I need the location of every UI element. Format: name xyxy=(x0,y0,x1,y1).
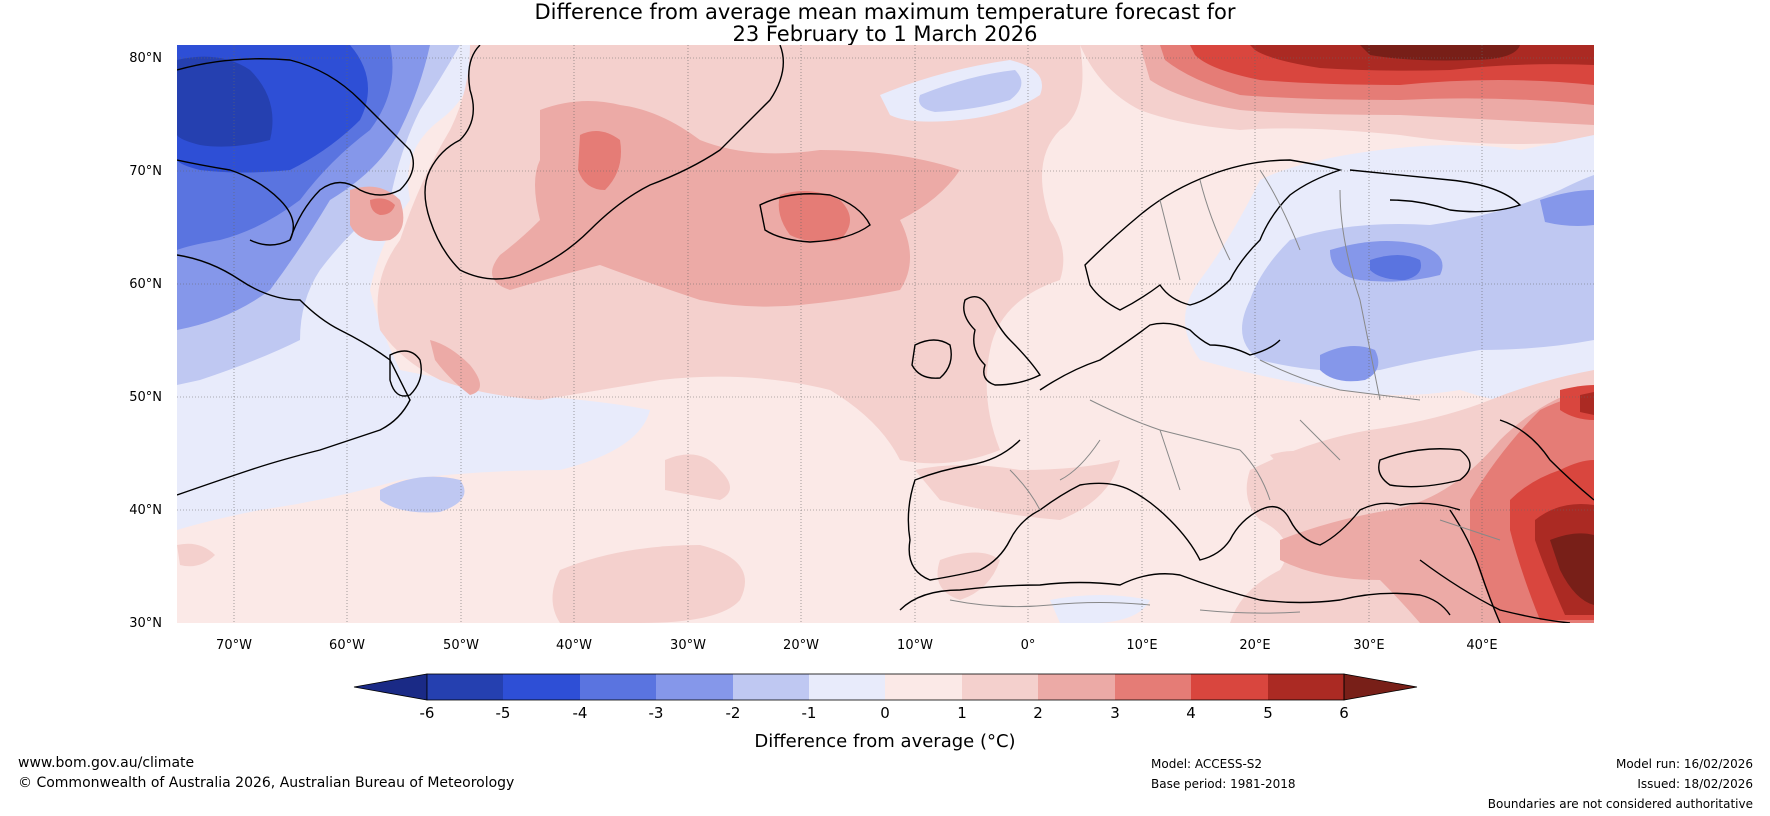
colorbar-segment xyxy=(1191,674,1268,700)
greenland-coast xyxy=(424,45,784,280)
colorbar: -6 -5 -4 -3 -2 -1 0 1 2 3 4 5 6 Differen… xyxy=(353,673,1418,752)
longitude-labels: 70°W 60°W 50°W 40°W 30°W 20°W 10°W 0° 10… xyxy=(216,638,1498,653)
boundaries-disclaimer: Boundaries are not considered authoritat… xyxy=(1487,797,1753,811)
colorbar-tick: 2 xyxy=(1033,704,1043,722)
colorbar-segment xyxy=(1115,674,1191,700)
colorbar-tick: -4 xyxy=(573,704,588,722)
africa-coast xyxy=(899,573,1451,616)
colorbar-tick: -1 xyxy=(802,704,817,722)
lat-label-80: 80°N xyxy=(129,51,162,66)
lon-label-10e: 10°E xyxy=(1126,638,1157,653)
lon-label-20w: 20°W xyxy=(783,638,819,653)
base-period: Base period: 1981-2018 xyxy=(1151,777,1296,791)
copyright-text: © Commonwealth of Australia 2026, Austra… xyxy=(18,775,515,791)
coastlines xyxy=(177,45,1594,623)
graticule xyxy=(177,45,1594,623)
lon-label-20e: 20°E xyxy=(1239,638,1270,653)
lon-label-30e: 30°E xyxy=(1353,638,1384,653)
lat-label-40: 40°N xyxy=(129,503,162,518)
colorbar-segment xyxy=(1038,674,1115,700)
website-url[interactable]: www.bom.gov.au/climate xyxy=(18,755,195,771)
lat-label-60: 60°N xyxy=(129,277,162,292)
lat-label-70: 70°N xyxy=(129,164,162,179)
kola-coast xyxy=(1349,169,1522,213)
lon-label-60w: 60°W xyxy=(329,638,365,653)
lon-label-40e: 40°E xyxy=(1466,638,1497,653)
colorbar-tick: 1 xyxy=(957,704,967,722)
colorbar-segment xyxy=(427,674,503,700)
colorbar-ticks: -6 -5 -4 -3 -2 -1 0 1 2 3 4 5 6 xyxy=(420,704,1349,722)
black-sea-coast xyxy=(1378,448,1471,488)
colorbar-tick: 0 xyxy=(880,704,890,722)
model-run-date: Model run: 16/02/2026 xyxy=(1615,757,1753,771)
colorbar-segment xyxy=(656,674,733,700)
baffin-coast xyxy=(177,58,414,241)
colorbar-tick: -6 xyxy=(420,704,435,722)
iceland-coast xyxy=(759,193,871,243)
colorbar-tick: -5 xyxy=(496,704,511,722)
colorbar-segment xyxy=(503,674,580,700)
labrador-coast xyxy=(177,254,411,496)
mediterranean-north xyxy=(1039,482,1461,561)
lon-label-30w: 30°W xyxy=(670,638,706,653)
ireland-coast xyxy=(911,339,952,379)
model-name: Model: ACCESS-S2 xyxy=(1151,757,1263,771)
colorbar-tick: 3 xyxy=(1110,704,1120,722)
britain-coast xyxy=(963,296,1042,386)
map-title-line-1: Difference from average mean maximum tem… xyxy=(534,0,1236,24)
country-borders xyxy=(949,169,1501,614)
colorbar-tick: -3 xyxy=(649,704,664,722)
colorbar-segment xyxy=(962,674,1038,700)
lon-label-40w: 40°W xyxy=(556,638,592,653)
europe-coast xyxy=(1039,322,1281,391)
lon-label-10w: 10°W xyxy=(897,638,933,653)
colorbar-segment xyxy=(1268,674,1344,700)
latitude-labels: 80°N 70°N 60°N 50°N 40°N 30°N xyxy=(129,51,162,631)
colorbar-segment xyxy=(809,674,885,700)
lon-label-0: 0° xyxy=(1021,638,1036,653)
lon-label-70w: 70°W xyxy=(216,638,252,653)
lon-label-50w: 50°W xyxy=(443,638,479,653)
map-title-line-2: 23 February to 1 March 2026 xyxy=(732,22,1038,46)
iberia-coast xyxy=(907,439,1041,581)
newfoundland-coast xyxy=(389,350,422,397)
colorbar-tick: -2 xyxy=(726,704,741,722)
colorbar-over-triangle xyxy=(1343,673,1418,701)
colorbar-segment xyxy=(580,674,656,700)
lat-label-50: 50°N xyxy=(129,390,162,405)
anomaly-field xyxy=(177,45,1594,623)
colorbar-segment xyxy=(733,674,809,700)
colorbar-tick: 6 xyxy=(1339,704,1349,722)
colorbar-label: Difference from average (°C) xyxy=(754,731,1015,752)
issued-date: Issued: 18/02/2026 xyxy=(1637,777,1753,791)
lat-label-30: 30°N xyxy=(129,616,162,631)
colorbar-under-triangle xyxy=(353,673,428,701)
colorbar-tick: 5 xyxy=(1263,704,1273,722)
colorbar-tick: 4 xyxy=(1186,704,1196,722)
colorbar-segment xyxy=(885,674,962,700)
